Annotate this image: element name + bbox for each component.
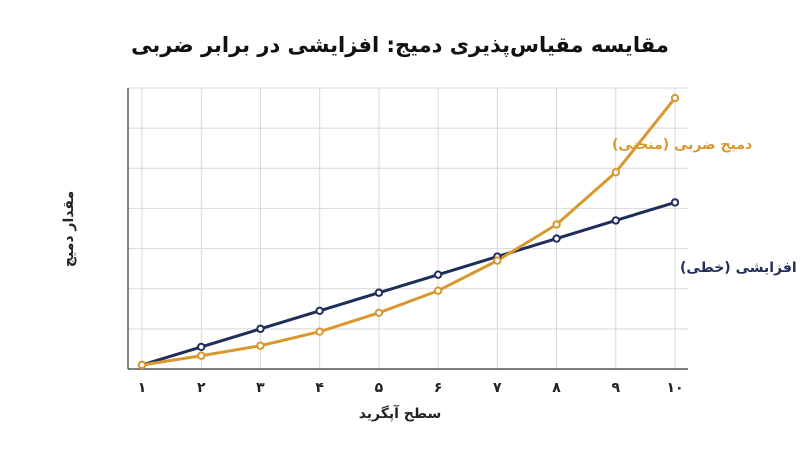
- x-tick-label-7: ۷: [493, 380, 502, 396]
- series-1-point-5: [374, 288, 384, 297]
- x-tick-label-3: ۳: [256, 380, 265, 396]
- series-layer: [140, 96, 677, 367]
- series-1-point-8: [552, 234, 561, 243]
- x-tick-label-6: ۶: [434, 380, 443, 396]
- series-2-point-1: [137, 360, 147, 370]
- series-2-point-7: [493, 256, 502, 265]
- x-tick-label-10: ۱۰: [666, 380, 683, 396]
- series-label-multiplicative: دمیج ضربی (منحنی): [612, 137, 752, 153]
- series-2-point-5: [374, 308, 384, 317]
- series-1-point-4: [315, 306, 324, 315]
- x-axis-label: سطح آپگرید: [359, 404, 442, 422]
- series-line-2: [140, 96, 677, 367]
- y-axis-label: مقدار دمیج: [61, 191, 77, 267]
- series-2-point-2: [197, 351, 206, 360]
- points-layer: [137, 93, 680, 370]
- x-tick-labels: ۱ ۲ ۳ ۴ ۵ ۶ ۷ ۸ ۹ ۱۰: [138, 380, 684, 396]
- series-line-1: [140, 200, 677, 367]
- x-tick-label-9: ۹: [612, 380, 621, 396]
- series-2-point-9: [611, 168, 620, 177]
- series-2-point-4: [315, 327, 324, 336]
- series-2-point-8: [552, 220, 561, 229]
- series-1-point-2: [197, 342, 206, 352]
- series-2-point-3: [256, 341, 265, 350]
- chart-title: مقایسه مقیاس‌پذیری دمیج: افزایشی در براب…: [131, 33, 669, 57]
- x-tick-label-4: ۴: [315, 380, 324, 396]
- series-1-point-6: [433, 270, 443, 279]
- series-2-point-6: [433, 286, 443, 295]
- x-tick-label-5: ۵: [375, 380, 384, 396]
- x-tick-label-2: ۲: [197, 380, 206, 396]
- axes: [127, 88, 688, 370]
- x-tick-label-8: ۸: [552, 380, 561, 396]
- series-1-point-10: [670, 198, 680, 207]
- series-1-point-9: [611, 216, 620, 225]
- x-tick-label-1: ۱: [138, 380, 147, 396]
- series-2-point-10: [670, 93, 680, 103]
- series-label-additive: دمیج افزایشی (خطی): [680, 260, 800, 276]
- grid: [128, 87, 688, 369]
- series-1-point-3: [256, 324, 265, 334]
